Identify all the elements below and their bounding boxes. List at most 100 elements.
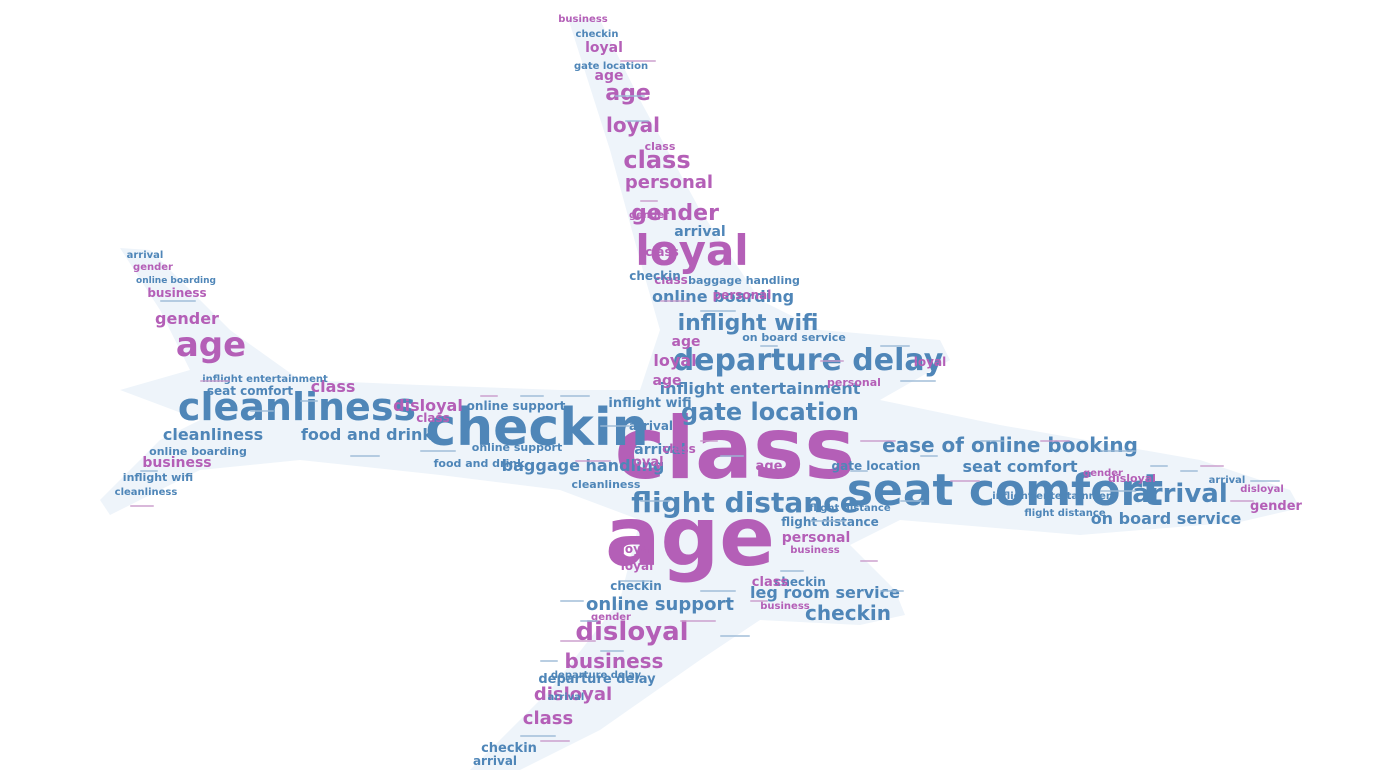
word-class: class [654,273,688,287]
word-food-and-drink: food and drink [301,425,433,444]
word-business: business [790,545,840,556]
word-flight-distance: flight distance [1024,508,1105,519]
word-departure-delay: departure delay [551,670,642,681]
word-arrival: arrival [1132,479,1228,509]
micro-word-texture [900,380,936,382]
micro-word-texture [600,650,624,652]
word-checkin: checkin [774,575,826,589]
micro-word-texture [720,455,744,457]
word-loyal: loyal [585,40,623,56]
micro-word-texture [1100,490,1136,492]
word-class: class [311,377,356,396]
word-flight-distance: flight distance [809,503,890,514]
word-checkin: checkin [610,579,662,593]
micro-word-texture [950,480,980,482]
micro-word-texture [880,590,904,592]
micro-word-texture [130,505,154,507]
micro-word-texture [1200,465,1224,467]
micro-word-texture [160,300,196,302]
micro-word-texture [560,600,584,602]
micro-word-texture [900,500,924,502]
word-disloyal: disloyal [393,396,463,415]
word-cleanliness: cleanliness [115,487,178,498]
word-gate-location: gate location [574,61,648,72]
micro-word-texture [520,735,556,737]
micro-word-texture [760,345,778,347]
micro-word-texture [640,200,658,202]
word-loyal: loyal [653,351,696,370]
word-business: business [142,455,211,471]
word-age: age [672,334,701,350]
word-loyal: loyal [914,355,946,369]
word-departure-delay: departure delay [538,672,656,687]
micro-word-texture [920,455,938,457]
word-class: class [416,411,450,425]
word-personal: personal [827,376,881,389]
micro-word-texture [615,95,645,97]
micro-word-texture [780,570,804,572]
word-age: age [176,325,246,365]
word-gender: gender [629,210,669,221]
micro-word-texture [660,300,690,302]
micro-word-texture [540,740,570,742]
word-arrival: arrival [629,419,673,433]
word-online-support: online support [472,441,562,454]
word-inflight-entertainment: inflight entertainment [660,379,861,398]
word-ease-of-online-booking: ease of online booking [882,433,1138,457]
word-age: age [605,490,775,585]
word-arrival: arrival [634,442,685,458]
word-on-board-service: on board service [1091,509,1242,528]
word-business: business [760,601,810,612]
word-business: business [558,14,608,25]
micro-word-texture [200,380,230,382]
micro-word-texture [820,360,844,362]
word-inflight-wifi: inflight wifi [123,471,193,484]
word-arrival: arrival [473,754,517,768]
word-business: business [565,649,664,673]
word-arrival: arrival [674,224,725,240]
micro-word-texture [700,310,736,312]
micro-word-texture [520,395,544,397]
micro-word-texture [600,425,630,427]
word-inflight-wifi: inflight wifi [678,311,819,336]
micro-word-texture [560,395,590,397]
micro-word-texture [560,640,596,642]
word-online-boarding: online boarding [149,445,247,458]
word-age: age [653,373,682,389]
micro-word-texture [810,520,846,522]
word-personal: personal [713,288,772,302]
word-class: class [615,399,856,499]
micro-word-texture [480,395,498,397]
word-class: class [623,146,690,174]
word-cleanliness: cleanliness [572,478,641,491]
micro-word-texture [860,440,896,442]
micro-word-texture [620,60,656,62]
micro-word-texture [1250,480,1280,482]
micro-word-texture [700,440,718,442]
word-loyal: loyal [628,455,663,470]
word-age: age [605,81,651,106]
micro-word-texture [640,500,670,502]
word-leg-room-service: leg room service [750,583,900,602]
word-age: age [756,459,783,474]
micro-word-texture [980,440,1004,442]
micro-word-texture [680,620,716,622]
word-cleanliness: cleanliness [178,385,416,429]
word-personal: personal [782,530,851,546]
micro-word-texture [1230,500,1254,502]
word-arrival: arrival [548,692,585,703]
word-departure-delay: departure delay [673,343,944,378]
word-gender: gender [1250,499,1303,514]
word-inflight-entertainment: inflight entertainment [992,491,1118,502]
word-arrival: arrival [1209,475,1246,486]
micro-word-texture [880,345,910,347]
word-loyal: loyal [621,559,653,573]
word-online-support: online support [467,399,566,413]
word-checkin: checkin [576,29,619,40]
micro-word-texture [540,660,558,662]
micro-word-texture [720,635,750,637]
word-cleanliness: cleanliness [163,425,263,444]
word-food-and-drink: food and drink [434,457,525,470]
